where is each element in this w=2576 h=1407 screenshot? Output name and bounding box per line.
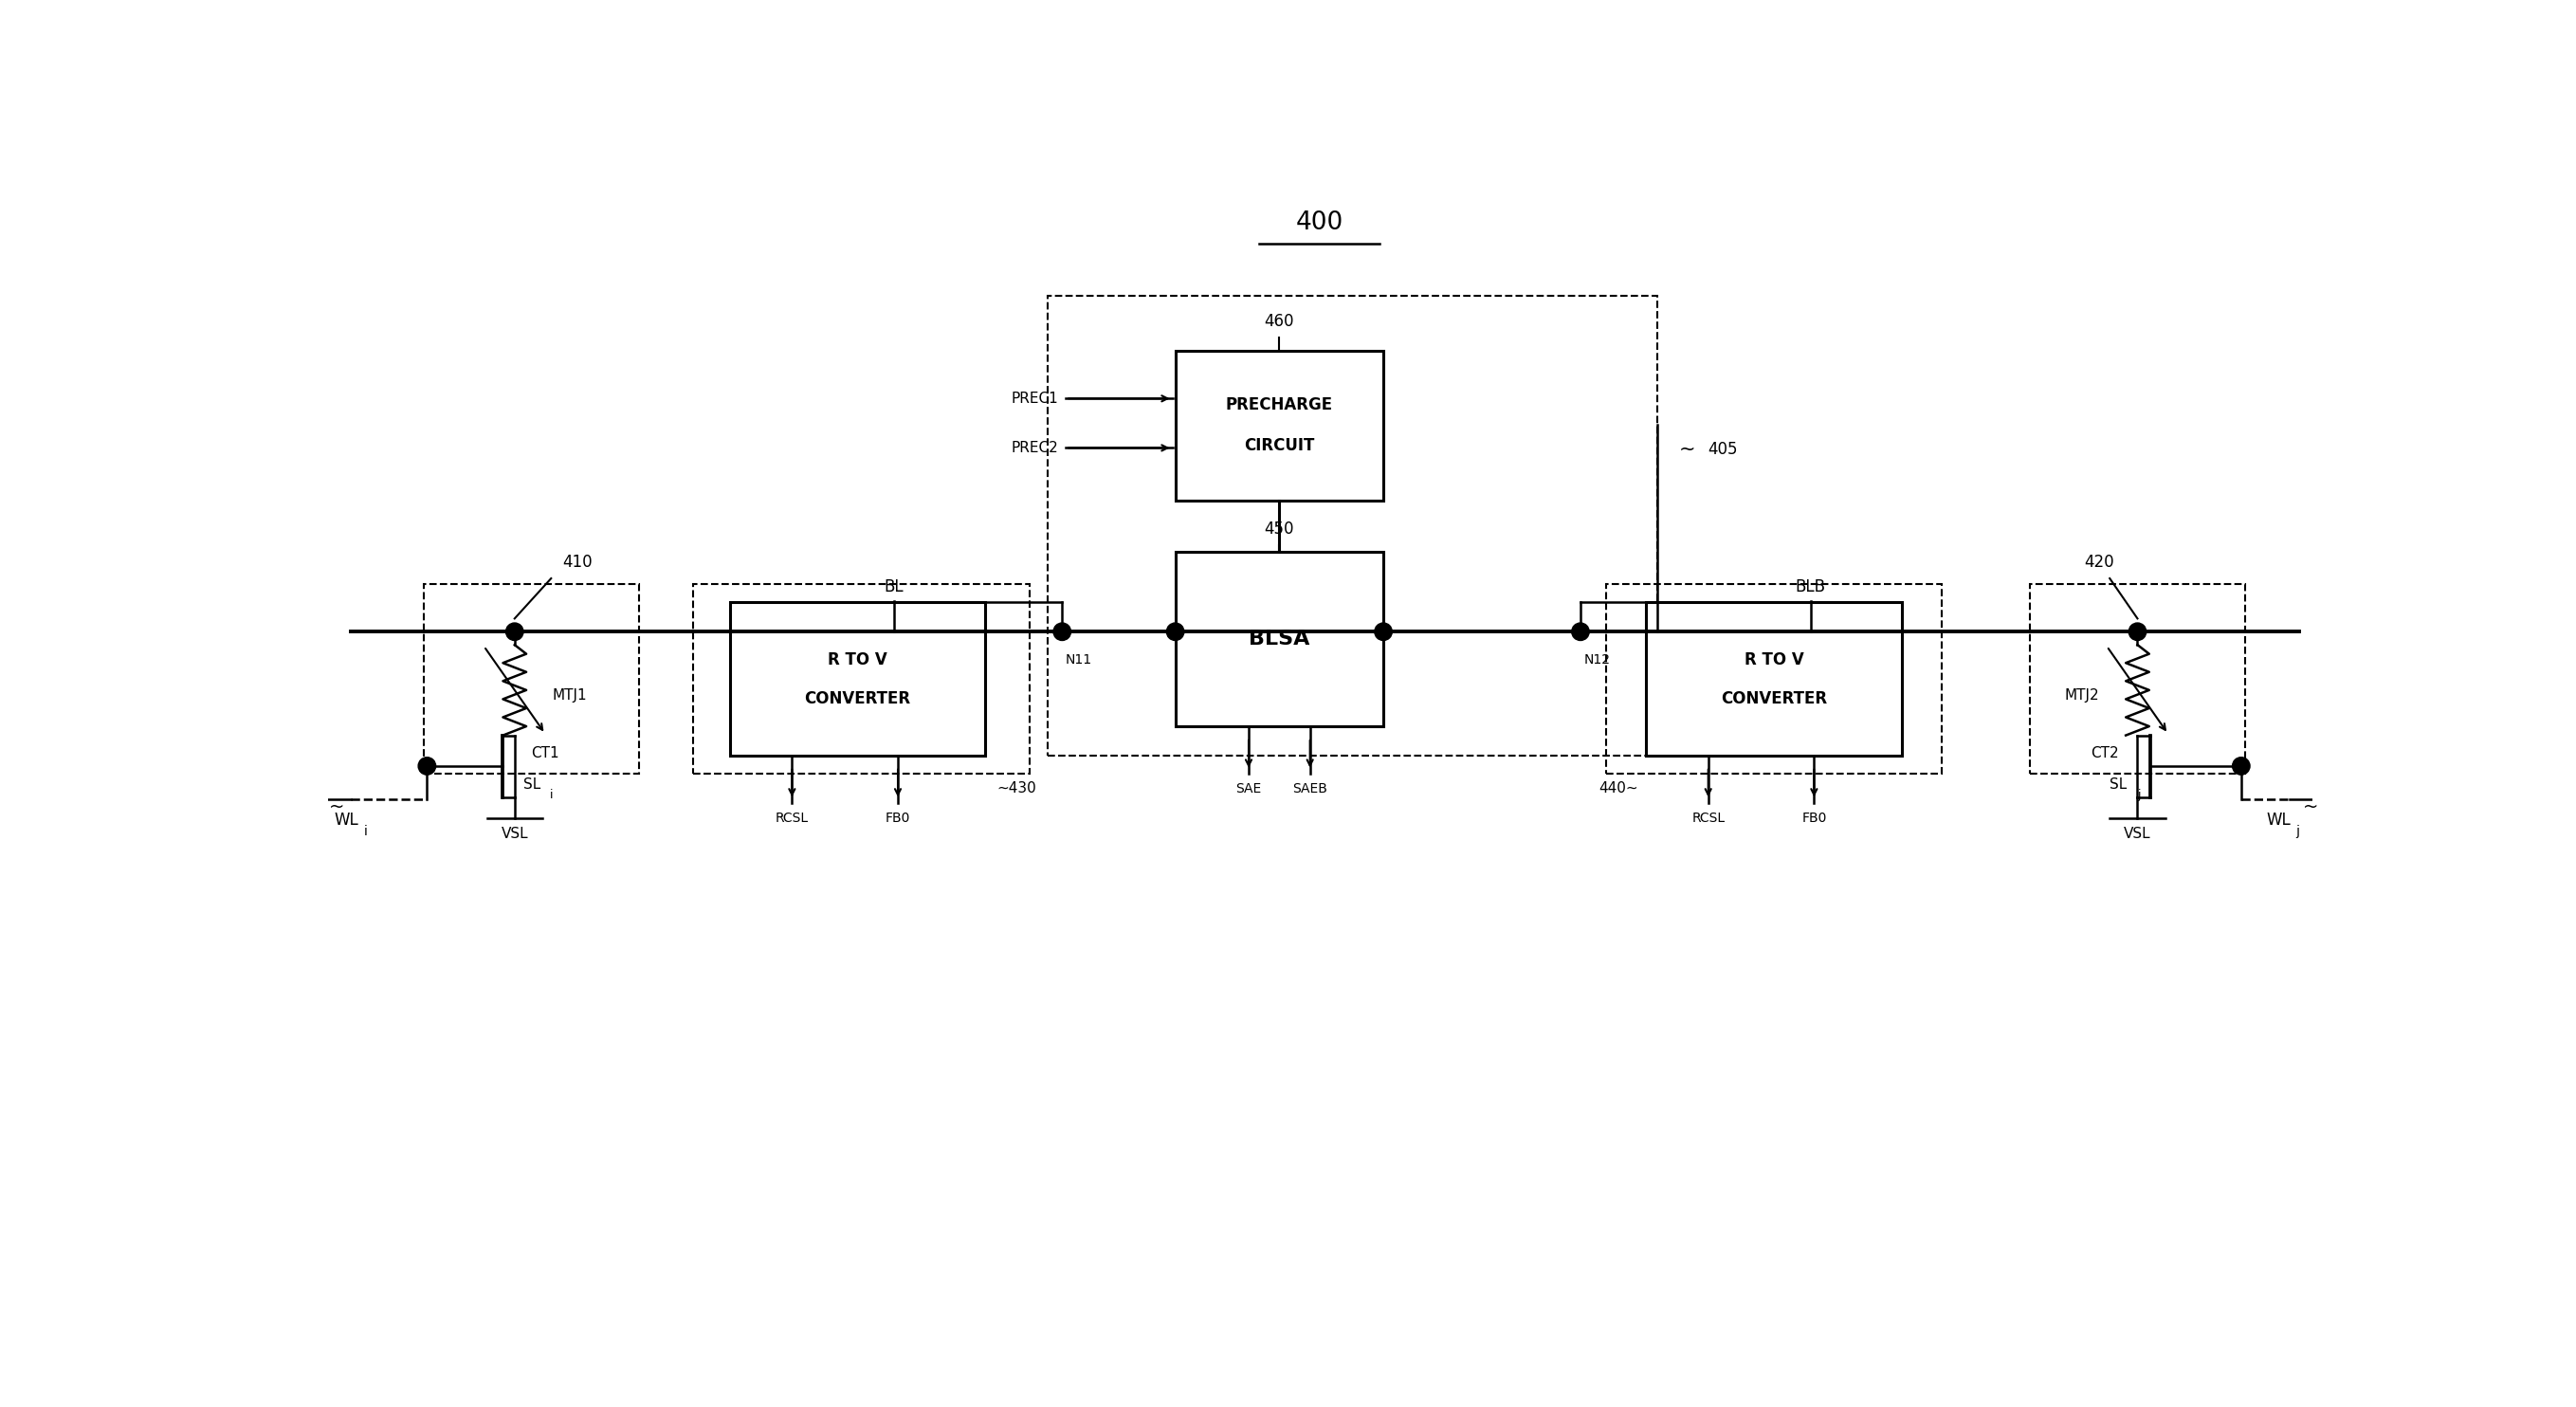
- Circle shape: [2233, 757, 2249, 775]
- Text: CIRCUIT: CIRCUIT: [1244, 438, 1314, 454]
- Text: ~: ~: [2303, 798, 2318, 816]
- Text: PREC2: PREC2: [1012, 440, 1059, 454]
- Bar: [1175, 350, 1383, 501]
- Text: 410: 410: [562, 554, 592, 571]
- Circle shape: [1376, 623, 1391, 640]
- Text: 440~: 440~: [1600, 781, 1638, 796]
- Text: RCSL: RCSL: [775, 812, 809, 825]
- Text: RCSL: RCSL: [1692, 812, 1726, 825]
- Text: j: j: [2138, 789, 2141, 802]
- Text: R TO V: R TO V: [827, 651, 889, 668]
- Bar: [1646, 602, 1901, 756]
- Circle shape: [417, 757, 435, 775]
- Text: N12: N12: [1584, 653, 1610, 666]
- Text: PREC1: PREC1: [1012, 391, 1059, 405]
- Circle shape: [2128, 623, 2146, 640]
- Text: i: i: [363, 825, 368, 839]
- Text: 460: 460: [1265, 312, 1293, 331]
- Circle shape: [505, 623, 523, 640]
- Text: 420: 420: [2084, 554, 2115, 571]
- Text: BL: BL: [884, 578, 904, 595]
- Bar: [1605, 584, 1942, 774]
- Text: 400: 400: [1296, 211, 1345, 235]
- Text: CONVERTER: CONVERTER: [804, 691, 912, 708]
- Bar: [1175, 552, 1383, 726]
- Text: SAEB: SAEB: [1293, 782, 1327, 795]
- Text: j: j: [2295, 825, 2300, 839]
- Bar: [2030, 584, 2244, 774]
- Text: BLB: BLB: [1795, 578, 1826, 595]
- Text: CONVERTER: CONVERTER: [1721, 691, 1826, 708]
- Text: PRECHARGE: PRECHARGE: [1226, 397, 1332, 414]
- Text: BLSA: BLSA: [1249, 629, 1309, 649]
- Text: SAE: SAE: [1236, 782, 1262, 795]
- Text: CT1: CT1: [531, 746, 559, 760]
- Text: 405: 405: [1708, 440, 1739, 457]
- Text: VSL: VSL: [500, 827, 528, 841]
- Text: MTJ2: MTJ2: [2066, 688, 2099, 702]
- Circle shape: [1054, 623, 1072, 640]
- Text: SL: SL: [523, 777, 541, 791]
- Text: 450: 450: [1265, 521, 1293, 537]
- Bar: [1048, 295, 1656, 756]
- Bar: [422, 584, 639, 774]
- Text: VSL: VSL: [2123, 827, 2151, 841]
- Text: MTJ1: MTJ1: [554, 688, 587, 702]
- Text: WL: WL: [2267, 812, 2290, 829]
- Text: ~: ~: [330, 798, 345, 816]
- Text: FB0: FB0: [886, 812, 909, 825]
- Text: WL: WL: [335, 812, 358, 829]
- Text: CT2: CT2: [2092, 746, 2120, 760]
- Text: ~430: ~430: [997, 781, 1036, 796]
- Text: N11: N11: [1066, 653, 1092, 666]
- Circle shape: [1571, 623, 1589, 640]
- Text: ~: ~: [1680, 440, 1695, 459]
- Text: R TO V: R TO V: [1744, 651, 1803, 668]
- Text: FB0: FB0: [1801, 812, 1826, 825]
- Bar: [729, 602, 987, 756]
- Text: i: i: [549, 789, 554, 802]
- Circle shape: [1167, 623, 1185, 640]
- Bar: [693, 584, 1030, 774]
- Text: SL: SL: [2110, 777, 2128, 791]
